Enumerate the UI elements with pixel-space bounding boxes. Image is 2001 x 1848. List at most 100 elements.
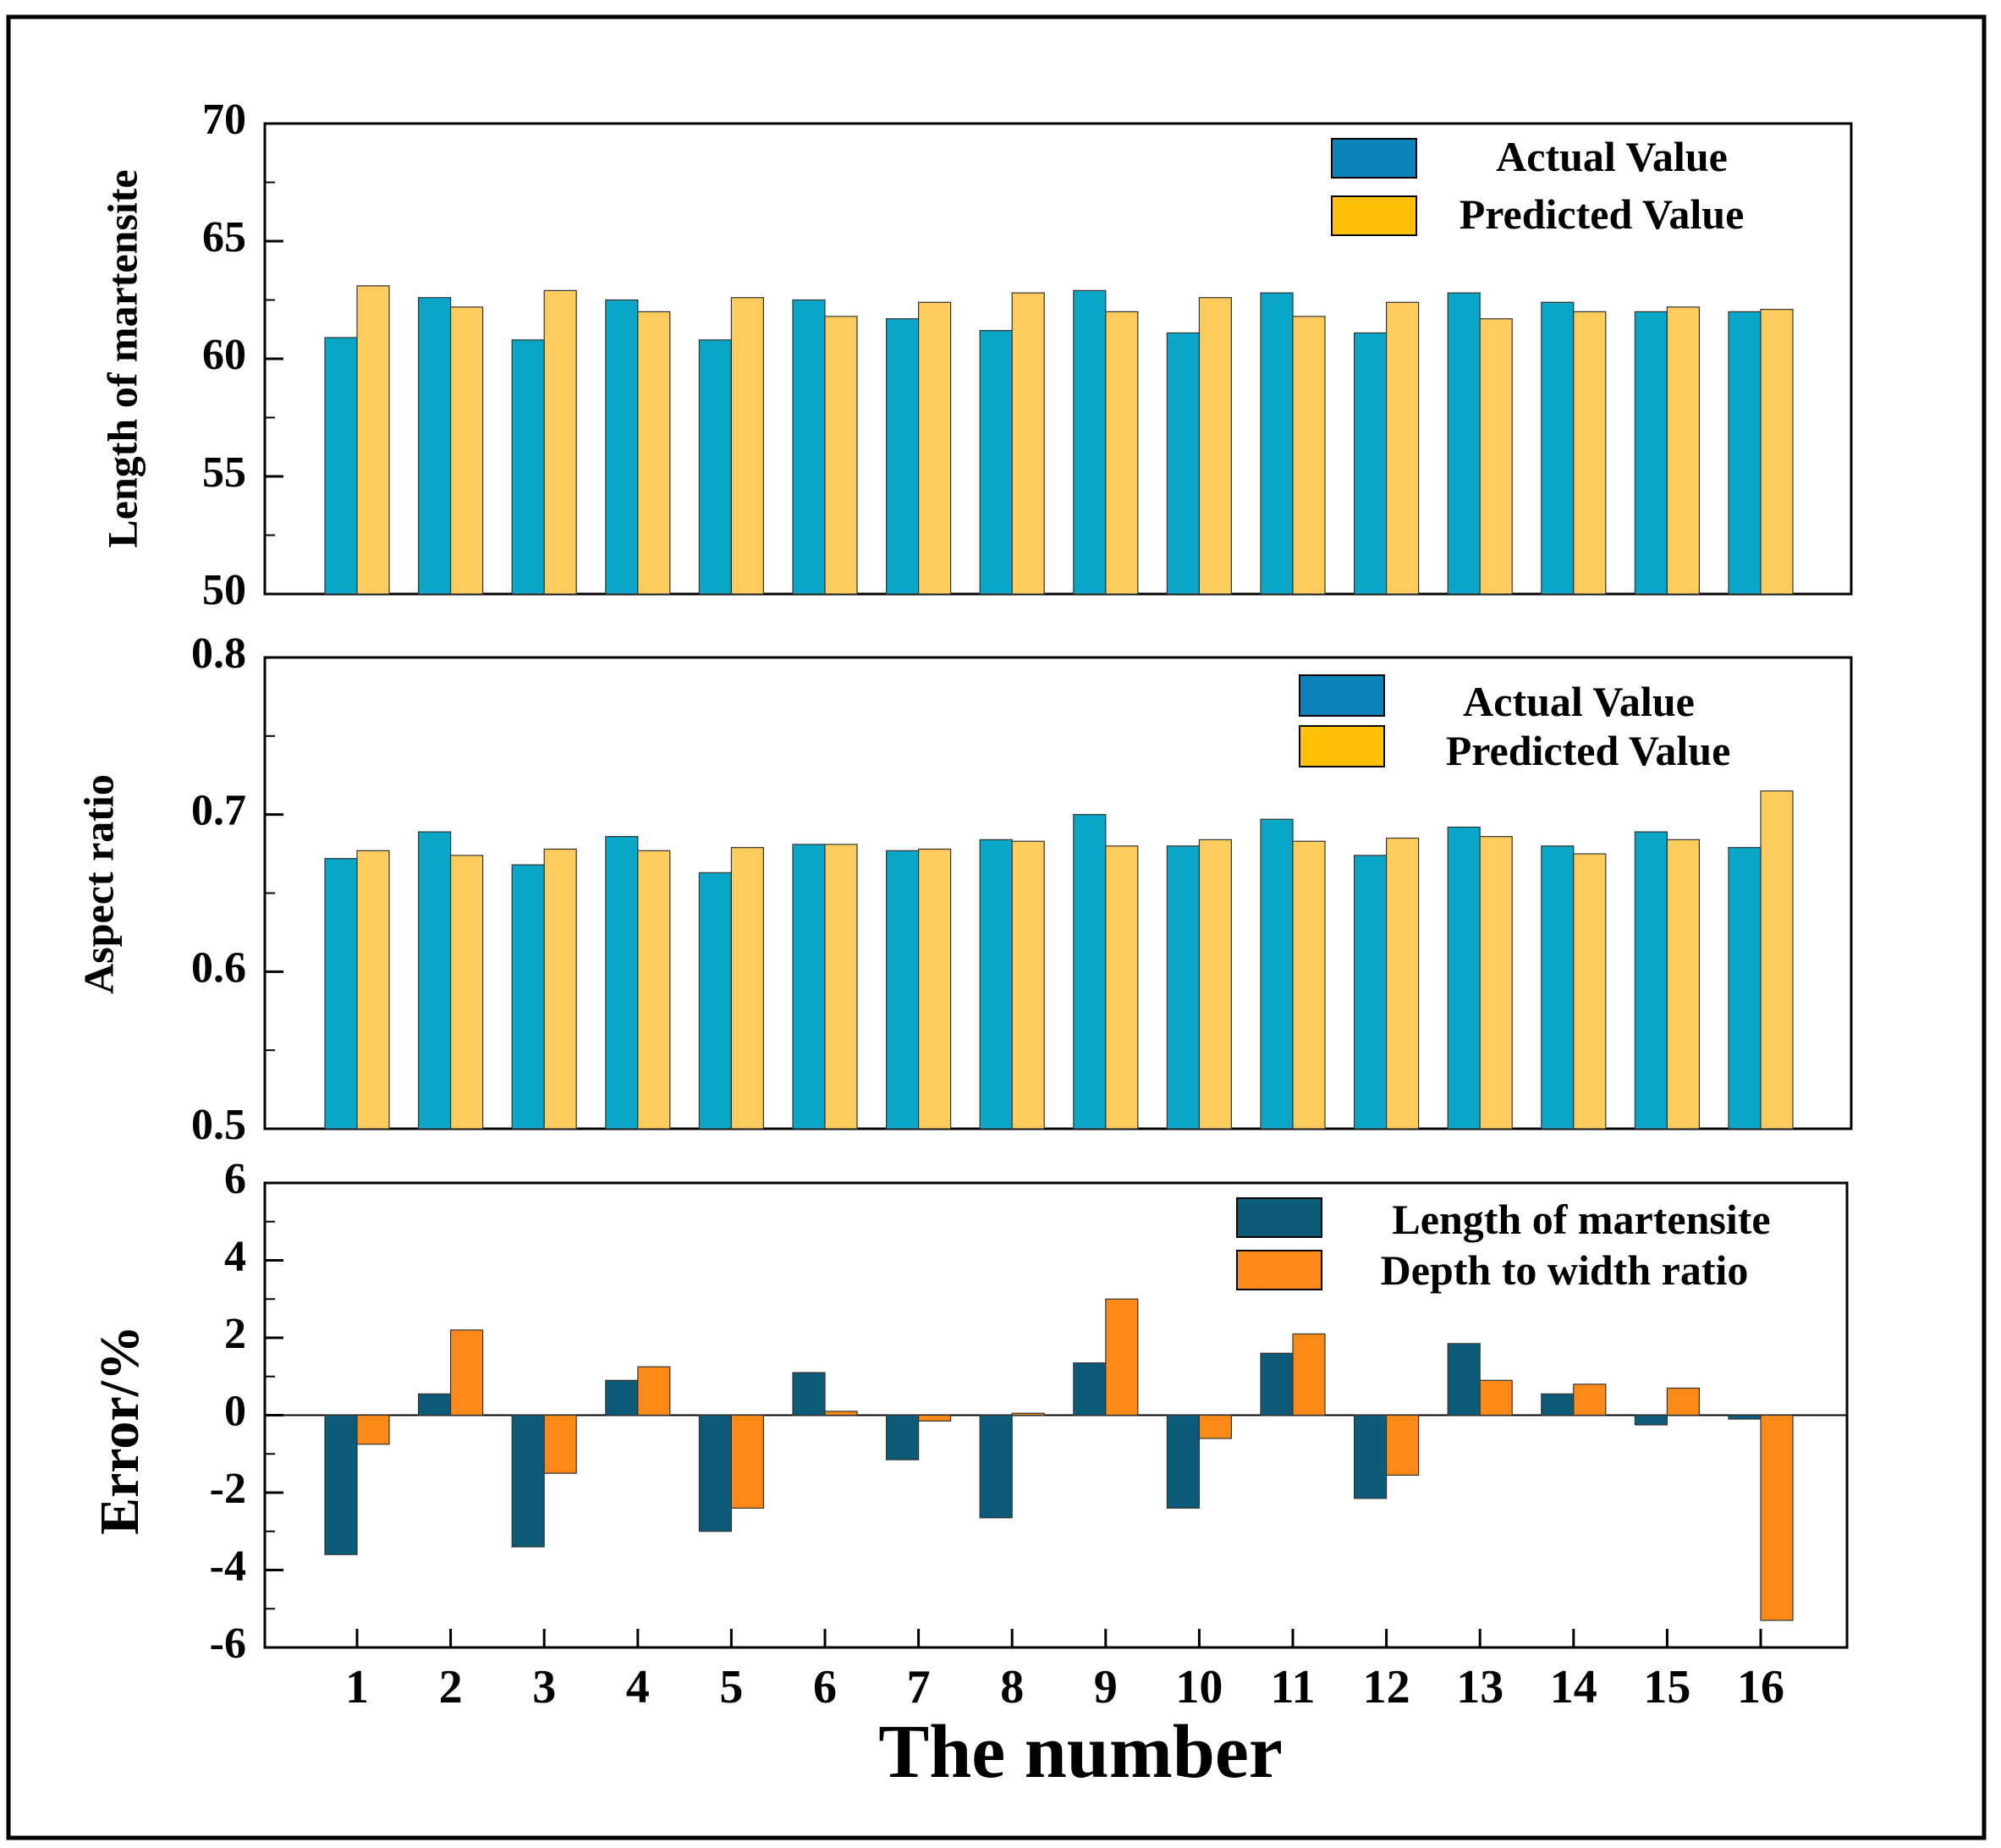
error-bar-b-6: [824, 1411, 858, 1416]
error-bar-a-13: [1447, 1343, 1481, 1416]
aspect-ratio-legend: Actual Value Predicted Value: [1299, 674, 1731, 774]
error-bar-b-7: [917, 1414, 952, 1422]
aspect-ratio-bar-a-8: [979, 839, 1013, 1130]
length-ytick-label: 55: [202, 448, 246, 497]
error-bar-b-8: [1011, 1412, 1045, 1416]
length-bar-b-1: [356, 285, 390, 595]
aspect-ratio-bar-a-15: [1634, 831, 1668, 1130]
error-y-axis-label: Error/%: [89, 1325, 151, 1535]
error-ytick-label: 6: [224, 1155, 246, 1203]
aspect-ratio-bar-b-13: [1479, 836, 1513, 1130]
x-tick-label-1: 1: [345, 1661, 369, 1713]
error-ytick-label: -6: [210, 1620, 246, 1668]
length-bar-a-10: [1166, 332, 1201, 595]
aspect-ratio-bar-b-11: [1292, 840, 1326, 1130]
error-bar-b-9: [1105, 1298, 1139, 1416]
x-tick-label-7: 7: [907, 1661, 931, 1713]
length-legend-label-actual: Actual Value: [1496, 133, 1728, 180]
error-bar-a-10: [1166, 1414, 1201, 1509]
error-bar-a-12: [1353, 1414, 1388, 1499]
length-bar-a-4: [605, 299, 639, 595]
aspect-ratio-bar-b-7: [917, 848, 952, 1130]
aspect-ratio-bar-a-2: [418, 831, 452, 1130]
error-legend-label-depth: Depth to width ratio: [1381, 1246, 1749, 1294]
error-bar-a-11: [1260, 1352, 1294, 1416]
x-tick-label-15: 15: [1643, 1661, 1690, 1713]
x-tick-label-5: 5: [719, 1661, 743, 1713]
error-bar-a-3: [511, 1414, 545, 1548]
error-ytick-label: 2: [224, 1310, 246, 1358]
aspect-ratio-bar-b-16: [1760, 790, 1794, 1130]
length-bar-a-7: [885, 318, 920, 595]
aspect-ratio-bar-a-13: [1447, 826, 1481, 1130]
length-bar-b-8: [1011, 292, 1045, 595]
aspect-ratio-bar-a-10: [1166, 845, 1201, 1130]
length-bar-b-6: [824, 316, 858, 595]
aspect-ratio-ytick-label: 0.7: [191, 787, 246, 835]
aspect-ratio-bar-a-14: [1541, 845, 1575, 1130]
aspect-ratio-ytick-label: 0.5: [191, 1101, 246, 1149]
error-ytick-label: 0: [224, 1387, 246, 1435]
aspect-ratio-legend-swatch-actual: [1299, 674, 1385, 717]
aspect-ratio-bar-a-9: [1073, 814, 1107, 1130]
length-ytick-label: 65: [202, 213, 246, 261]
error-ytick-label: 4: [224, 1232, 246, 1280]
x-tick-label-3: 3: [532, 1661, 556, 1713]
length-bar-a-1: [324, 337, 358, 595]
length-bar-a-14: [1541, 301, 1575, 595]
length-bar-a-9: [1073, 289, 1107, 595]
error-bar-a-14: [1541, 1393, 1575, 1416]
aspect-ratio-bar-b-12: [1385, 837, 1420, 1130]
error-bar-a-9: [1073, 1362, 1107, 1416]
aspect-ratio-bar-b-8: [1011, 840, 1045, 1130]
length-bar-b-10: [1198, 297, 1233, 595]
length-ytick-label: 70: [202, 96, 246, 144]
length-bar-b-4: [637, 311, 671, 595]
error-bar-b-14: [1573, 1383, 1607, 1416]
length-bar-a-11: [1260, 292, 1294, 595]
length-y-axis-label: Length of martensite: [98, 169, 146, 547]
length-bar-b-14: [1573, 311, 1607, 595]
length-ytick-label: 50: [202, 566, 246, 614]
error-bar-b-12: [1385, 1414, 1420, 1477]
length-panel: 50 55 60 65 70 Length of martensite Actual V…: [98, 96, 1853, 614]
length-bar-a-12: [1353, 332, 1388, 595]
length-legend: Actual Value Predicted Value: [1331, 133, 1745, 238]
aspect-ratio-bar-b-4: [637, 850, 671, 1130]
aspect-ratio-bar-a-16: [1728, 847, 1762, 1130]
error-bar-b-3: [543, 1414, 577, 1474]
error-legend-swatch-depth: [1236, 1250, 1322, 1290]
error-bar-b-4: [637, 1366, 671, 1416]
x-tick-label-4: 4: [626, 1661, 650, 1713]
x-tick-label-6: 6: [813, 1661, 837, 1713]
aspect-ratio-bar-b-15: [1666, 839, 1701, 1130]
x-tick-label-14: 14: [1550, 1661, 1597, 1713]
length-bar-a-15: [1634, 311, 1668, 595]
error-bar-b-11: [1292, 1333, 1326, 1416]
error-bar-a-16: [1728, 1414, 1762, 1420]
x-tick-label-11: 11: [1271, 1661, 1316, 1713]
length-bar-a-6: [792, 299, 826, 595]
aspect-ratio-bar-b-9: [1105, 845, 1139, 1130]
aspect-ratio-bar-b-10: [1198, 839, 1233, 1130]
length-bar-a-8: [979, 330, 1013, 595]
x-tick-label-8: 8: [1000, 1661, 1024, 1713]
error-bar-a-1: [324, 1414, 358, 1555]
aspect-ratio-legend-label-predicted: Predicted Value: [1446, 727, 1731, 774]
length-bar-b-16: [1760, 309, 1794, 595]
aspect-ratio-ytick-label: 0.8: [191, 630, 246, 678]
length-legend-label-predicted: Predicted Value: [1460, 190, 1745, 238]
aspect-ratio-y-axis-label: Aspect ratio: [74, 774, 122, 994]
aspect-ratio-bar-a-12: [1353, 855, 1388, 1130]
aspect-ratio-bar-b-3: [543, 848, 577, 1130]
error-bar-a-7: [885, 1414, 920, 1460]
error-bar-a-2: [418, 1393, 452, 1416]
x-tick-label-12: 12: [1363, 1661, 1410, 1713]
error-bar-b-13: [1479, 1379, 1513, 1416]
aspect-ratio-bar-a-6: [792, 844, 826, 1130]
aspect-ratio-bar-a-1: [324, 858, 358, 1130]
error-bar-a-6: [792, 1372, 826, 1416]
error-bar-b-1: [356, 1414, 390, 1445]
aspect-ratio-bar-a-5: [698, 872, 733, 1130]
